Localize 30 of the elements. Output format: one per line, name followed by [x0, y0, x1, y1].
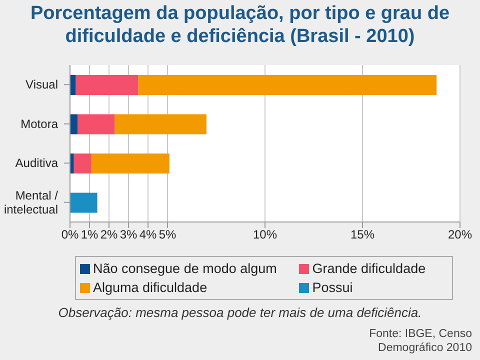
bar: [70, 114, 78, 134]
bar: [78, 114, 115, 134]
y-tick-label: Mental / intelectual: [4, 188, 59, 216]
bar: [74, 154, 92, 174]
bar: [70, 192, 98, 213]
y-tick-label: Auditiva: [15, 156, 58, 170]
bar: [114, 114, 206, 134]
chart-title: Porcentagem da população, por tipo e grau de dificuldade e deficiência (Brasil - 2010): [29, 2, 451, 48]
x-tick-label: 20%: [448, 228, 472, 242]
x-tick-label: 2%: [100, 228, 118, 242]
legend-label: Não consegue de modo algum: [93, 260, 277, 278]
y-tick-label: Visual: [26, 78, 58, 92]
legend-label: Alguma dificuldade: [93, 279, 208, 297]
bar: [138, 75, 437, 95]
text: Observação: mesma pessoa pode ter mais de uma deficiência.: [57, 305, 423, 320]
bar: [91, 154, 170, 174]
x-tick-label: 1%: [80, 228, 98, 242]
x-tick-label: 10%: [252, 228, 278, 242]
legend-label: Possui: [312, 279, 353, 297]
x-tick-label: 0%: [61, 228, 79, 242]
source-note: Fonte: IBGE, Censo Demográfico 2010: [368, 327, 472, 355]
x-tick-label: 15%: [350, 228, 375, 242]
bar: [76, 75, 138, 95]
legend-label: Grande dificuldade: [312, 260, 426, 278]
x-tick-label: 5%: [158, 228, 176, 242]
x-tick-label: 4%: [139, 228, 157, 242]
y-tick-label: Motora: [20, 116, 58, 131]
bar: [70, 75, 76, 95]
bar: [70, 154, 74, 174]
x-tick-label: 3%: [120, 228, 138, 242]
